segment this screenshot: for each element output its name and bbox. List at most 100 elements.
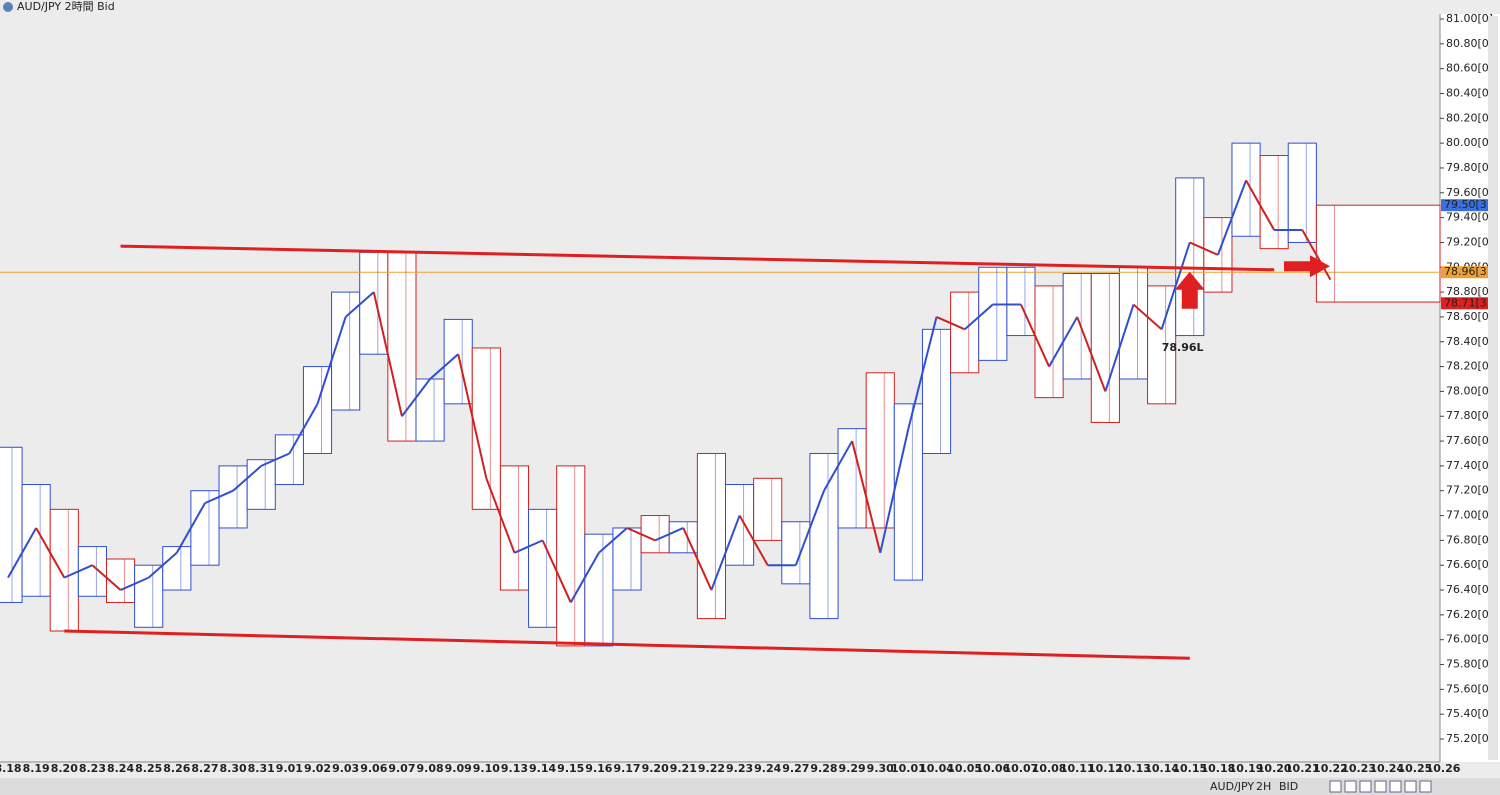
y-tick-label: 75.40[0] [1446, 707, 1493, 720]
range-box [190, 490, 220, 566]
x-tick-label: 9.20 [642, 762, 669, 775]
price-segment [485, 477, 516, 554]
price-segment [175, 502, 206, 554]
x-tick-label: 10.24 [1369, 762, 1404, 775]
price-marker-label: 79.50[3] [1444, 198, 1491, 211]
range-box [274, 434, 304, 486]
window-title: AUD/JPY 2時間 Bid [17, 0, 115, 13]
price-marker-label: 78.71[3] [1444, 296, 1491, 309]
price-segment [738, 515, 769, 566]
y-tick-label: 76.40[0] [1446, 583, 1493, 596]
x-tick-label: 9.29 [839, 762, 866, 775]
price-segment [1189, 241, 1219, 256]
price-segment [1132, 303, 1163, 331]
toolbar-button[interactable] [1359, 780, 1372, 793]
scrollbar[interactable] [1488, 16, 1498, 760]
y-tick-label: 79.80[0] [1446, 161, 1493, 174]
x-tick-label: 8.18 [0, 762, 22, 775]
range-box [640, 515, 670, 554]
range-box [387, 251, 417, 442]
x-tick-label: 9.03 [332, 762, 359, 775]
trendline [64, 629, 1190, 660]
range-box [950, 291, 980, 374]
x-tick-label: 10.20 [1257, 762, 1292, 775]
toolbar-button[interactable] [1374, 780, 1387, 793]
x-tick-label: 9.10 [473, 762, 500, 775]
x-tick-label: 10.04 [919, 762, 954, 775]
price-segment [204, 489, 234, 505]
toolbar-button[interactable] [1389, 780, 1402, 793]
x-tick-label: 10.15 [1172, 762, 1207, 775]
range-box [865, 372, 895, 529]
y-tick-label: 78.40[0] [1446, 335, 1493, 348]
x-tick-label: 9.13 [501, 762, 528, 775]
y-tick-label: 78.20[0] [1446, 360, 1493, 373]
price-segment [1076, 316, 1107, 392]
price-segment [541, 539, 572, 603]
x-tick-label: 9.21 [670, 762, 697, 775]
x-tick-label: 9.01 [276, 762, 303, 775]
x-tick-label: 9.17 [613, 762, 640, 775]
range-box [21, 484, 51, 597]
timeframe-select[interactable]: 2H [1256, 780, 1271, 793]
toolbar [0, 778, 1500, 795]
price-segment [63, 564, 93, 579]
trendline [120, 244, 1275, 272]
y-tick-label: 78.60[0] [1446, 310, 1493, 323]
price-segment [1160, 242, 1191, 330]
x-tick-label: 9.27 [782, 762, 809, 775]
toolbar-button[interactable] [1404, 780, 1417, 793]
x-tick-label: 9.30 [867, 762, 894, 775]
price-segment [569, 552, 600, 603]
range-box [415, 378, 445, 442]
price-segment [654, 527, 684, 542]
range-box [725, 484, 755, 566]
range-box [331, 291, 361, 411]
y-tick-label: 80.80[0] [1446, 37, 1493, 50]
price-segment [316, 316, 347, 405]
x-tick-label: 9.08 [416, 762, 443, 775]
y-tick-label: 76.20[0] [1446, 608, 1493, 621]
price-segment [1216, 180, 1247, 256]
range-box [921, 328, 952, 454]
price-segment [148, 552, 178, 579]
toolbar-button[interactable] [1419, 780, 1432, 793]
price-marker [1441, 199, 1489, 212]
symbol-select[interactable]: AUD/JPY [1210, 780, 1254, 793]
price-segment [879, 428, 910, 554]
range-box [1118, 266, 1149, 380]
x-tick-label: 9.15 [557, 762, 584, 775]
price-segment [936, 316, 966, 331]
range-box [893, 403, 923, 581]
toolbar-button[interactable] [1344, 780, 1357, 793]
x-tick-label: 9.24 [754, 762, 781, 775]
x-tick-label: 8.20 [51, 762, 78, 775]
price-segment [1301, 229, 1332, 281]
right-arrow [1284, 255, 1330, 278]
toolbar-button[interactable] [1329, 780, 1342, 793]
range-box [0, 446, 23, 603]
range-box [1147, 285, 1177, 405]
price-segment [429, 353, 459, 380]
range-box [556, 465, 586, 647]
price-type-select[interactable]: BID [1279, 780, 1298, 793]
x-tick-label: 8.31 [248, 762, 275, 775]
price-segment [626, 527, 656, 542]
x-tick-label: 10.13 [1116, 762, 1151, 775]
range-box [77, 546, 107, 597]
x-tick-label: 9.07 [388, 762, 415, 775]
y-tick-label: 77.00[0] [1446, 509, 1493, 522]
x-tick-label: 9.09 [445, 762, 472, 775]
range-box [49, 508, 79, 632]
y-tick-label: 80.20[0] [1446, 111, 1493, 124]
price-segment [7, 527, 38, 579]
range-box [1315, 204, 1441, 303]
price-segment [1048, 316, 1079, 368]
app-icon [3, 2, 13, 12]
range-box [302, 366, 333, 454]
price-marker [1441, 297, 1489, 310]
y-tick-label: 79.20[0] [1446, 235, 1493, 248]
up-arrow [1174, 271, 1205, 309]
x-tick-label: 10.06 [975, 762, 1010, 775]
